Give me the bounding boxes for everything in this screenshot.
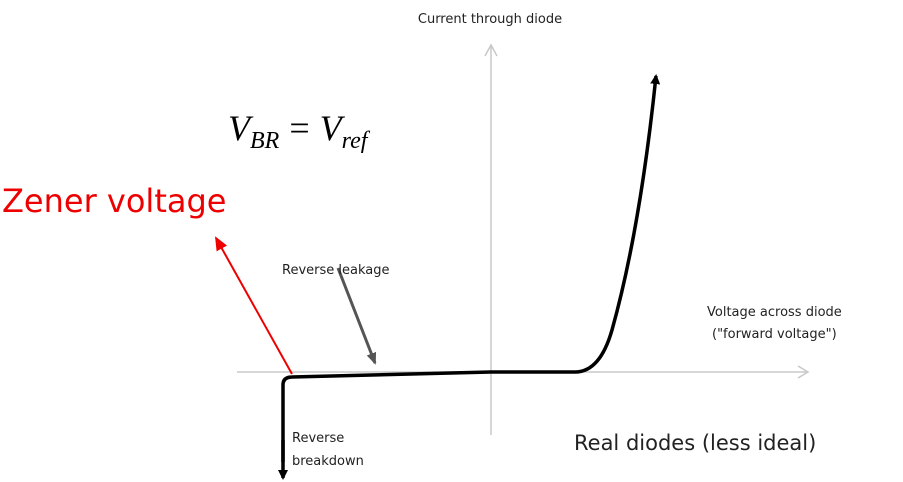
leakage-label: Reverse leakage: [282, 263, 389, 278]
breakdown-label: Reverse: [292, 431, 344, 446]
equation: VBR = Vref: [228, 108, 371, 154]
x-axis-label: ("forward voltage"): [712, 327, 837, 342]
eq-base: V: [320, 108, 346, 148]
x-axis-arrow: [797, 365, 810, 379]
eq-sub: ref: [342, 128, 371, 154]
x-axis-label: Voltage across diode: [707, 305, 842, 320]
zener-pointer: [215, 236, 293, 375]
eq-base: V: [228, 108, 254, 148]
y-axis-label: Current through diode: [418, 12, 562, 27]
y-axis-arrow: [484, 43, 498, 57]
eq-op: =: [289, 108, 309, 148]
leakage-pointer: [336, 267, 377, 365]
caption: Real diodes (less ideal): [574, 431, 816, 455]
iv-curve: [281, 74, 661, 462]
zener-label: Zener voltage: [2, 182, 226, 220]
breakdown-label: breakdown: [292, 454, 364, 469]
eq-sub: BR: [250, 128, 280, 154]
